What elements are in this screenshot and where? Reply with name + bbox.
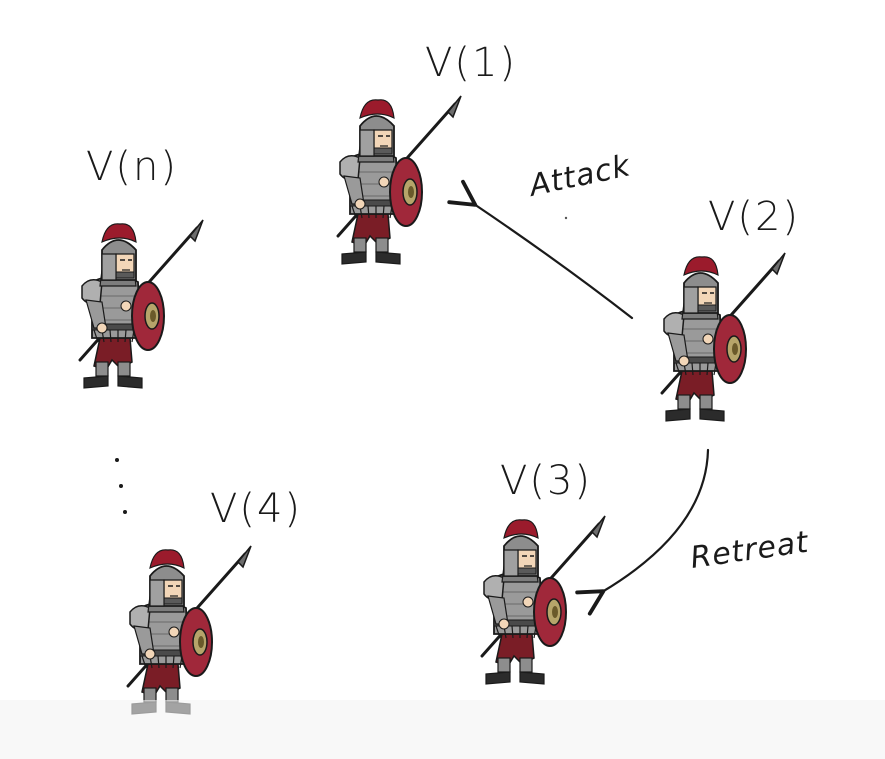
soldier-icon-vn [78, 218, 205, 390]
node-label-vn: V(n) [86, 144, 178, 190]
bottom-fade [0, 700, 885, 759]
edge-attack-arrow [447, 179, 634, 320]
soldier-icon-v2 [660, 251, 787, 423]
edge-label-attack: Attack [524, 148, 634, 204]
soldier-icon-v1 [336, 94, 463, 266]
node-label-v3: V(3) [500, 458, 592, 504]
node-label-v1: V(1) [425, 40, 517, 86]
stray-mark [564, 216, 568, 220]
soldier-icon-v4 [126, 544, 253, 716]
ellipsis-dots [115, 458, 127, 514]
edge-retreat-arrow [575, 448, 710, 616]
node-label-v2: V(2) [708, 194, 800, 240]
edge-label-retreat: Retreat [688, 525, 811, 576]
soldier-icon-v3 [480, 514, 607, 686]
node-label-v4: V(4) [210, 486, 302, 532]
